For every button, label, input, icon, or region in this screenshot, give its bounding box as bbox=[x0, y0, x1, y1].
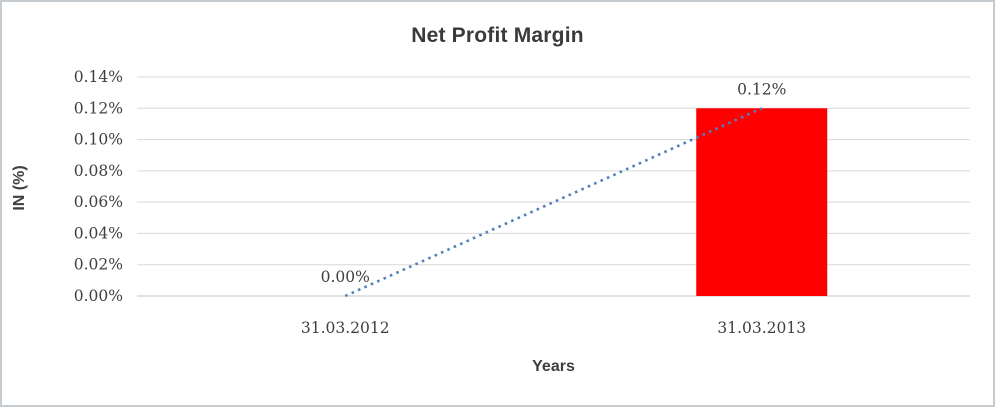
y-tick-label: 0.06% bbox=[74, 193, 123, 211]
y-tick-label: 0.04% bbox=[74, 224, 123, 242]
y-tick-label: 0.12% bbox=[74, 99, 123, 117]
y-tick-label: 0.10% bbox=[74, 131, 123, 149]
x-category-label: 31.03.2012 bbox=[301, 319, 390, 337]
x-axis-title: Years bbox=[532, 358, 575, 375]
y-axis-title: IN (%) bbox=[11, 165, 28, 211]
y-tick-label: 0.02% bbox=[74, 256, 123, 274]
y-tick-label: 0.00% bbox=[74, 287, 123, 305]
data-label: 0.12% bbox=[737, 80, 786, 98]
data-label: 0.00% bbox=[321, 268, 370, 286]
y-tick-label: 0.08% bbox=[74, 162, 123, 180]
bar-31.03.2013 bbox=[696, 108, 828, 297]
x-category-label: 31.03.2013 bbox=[717, 319, 806, 337]
y-tick-label: 0.14% bbox=[74, 68, 123, 86]
chart-title: Net Profit Margin bbox=[411, 24, 584, 47]
